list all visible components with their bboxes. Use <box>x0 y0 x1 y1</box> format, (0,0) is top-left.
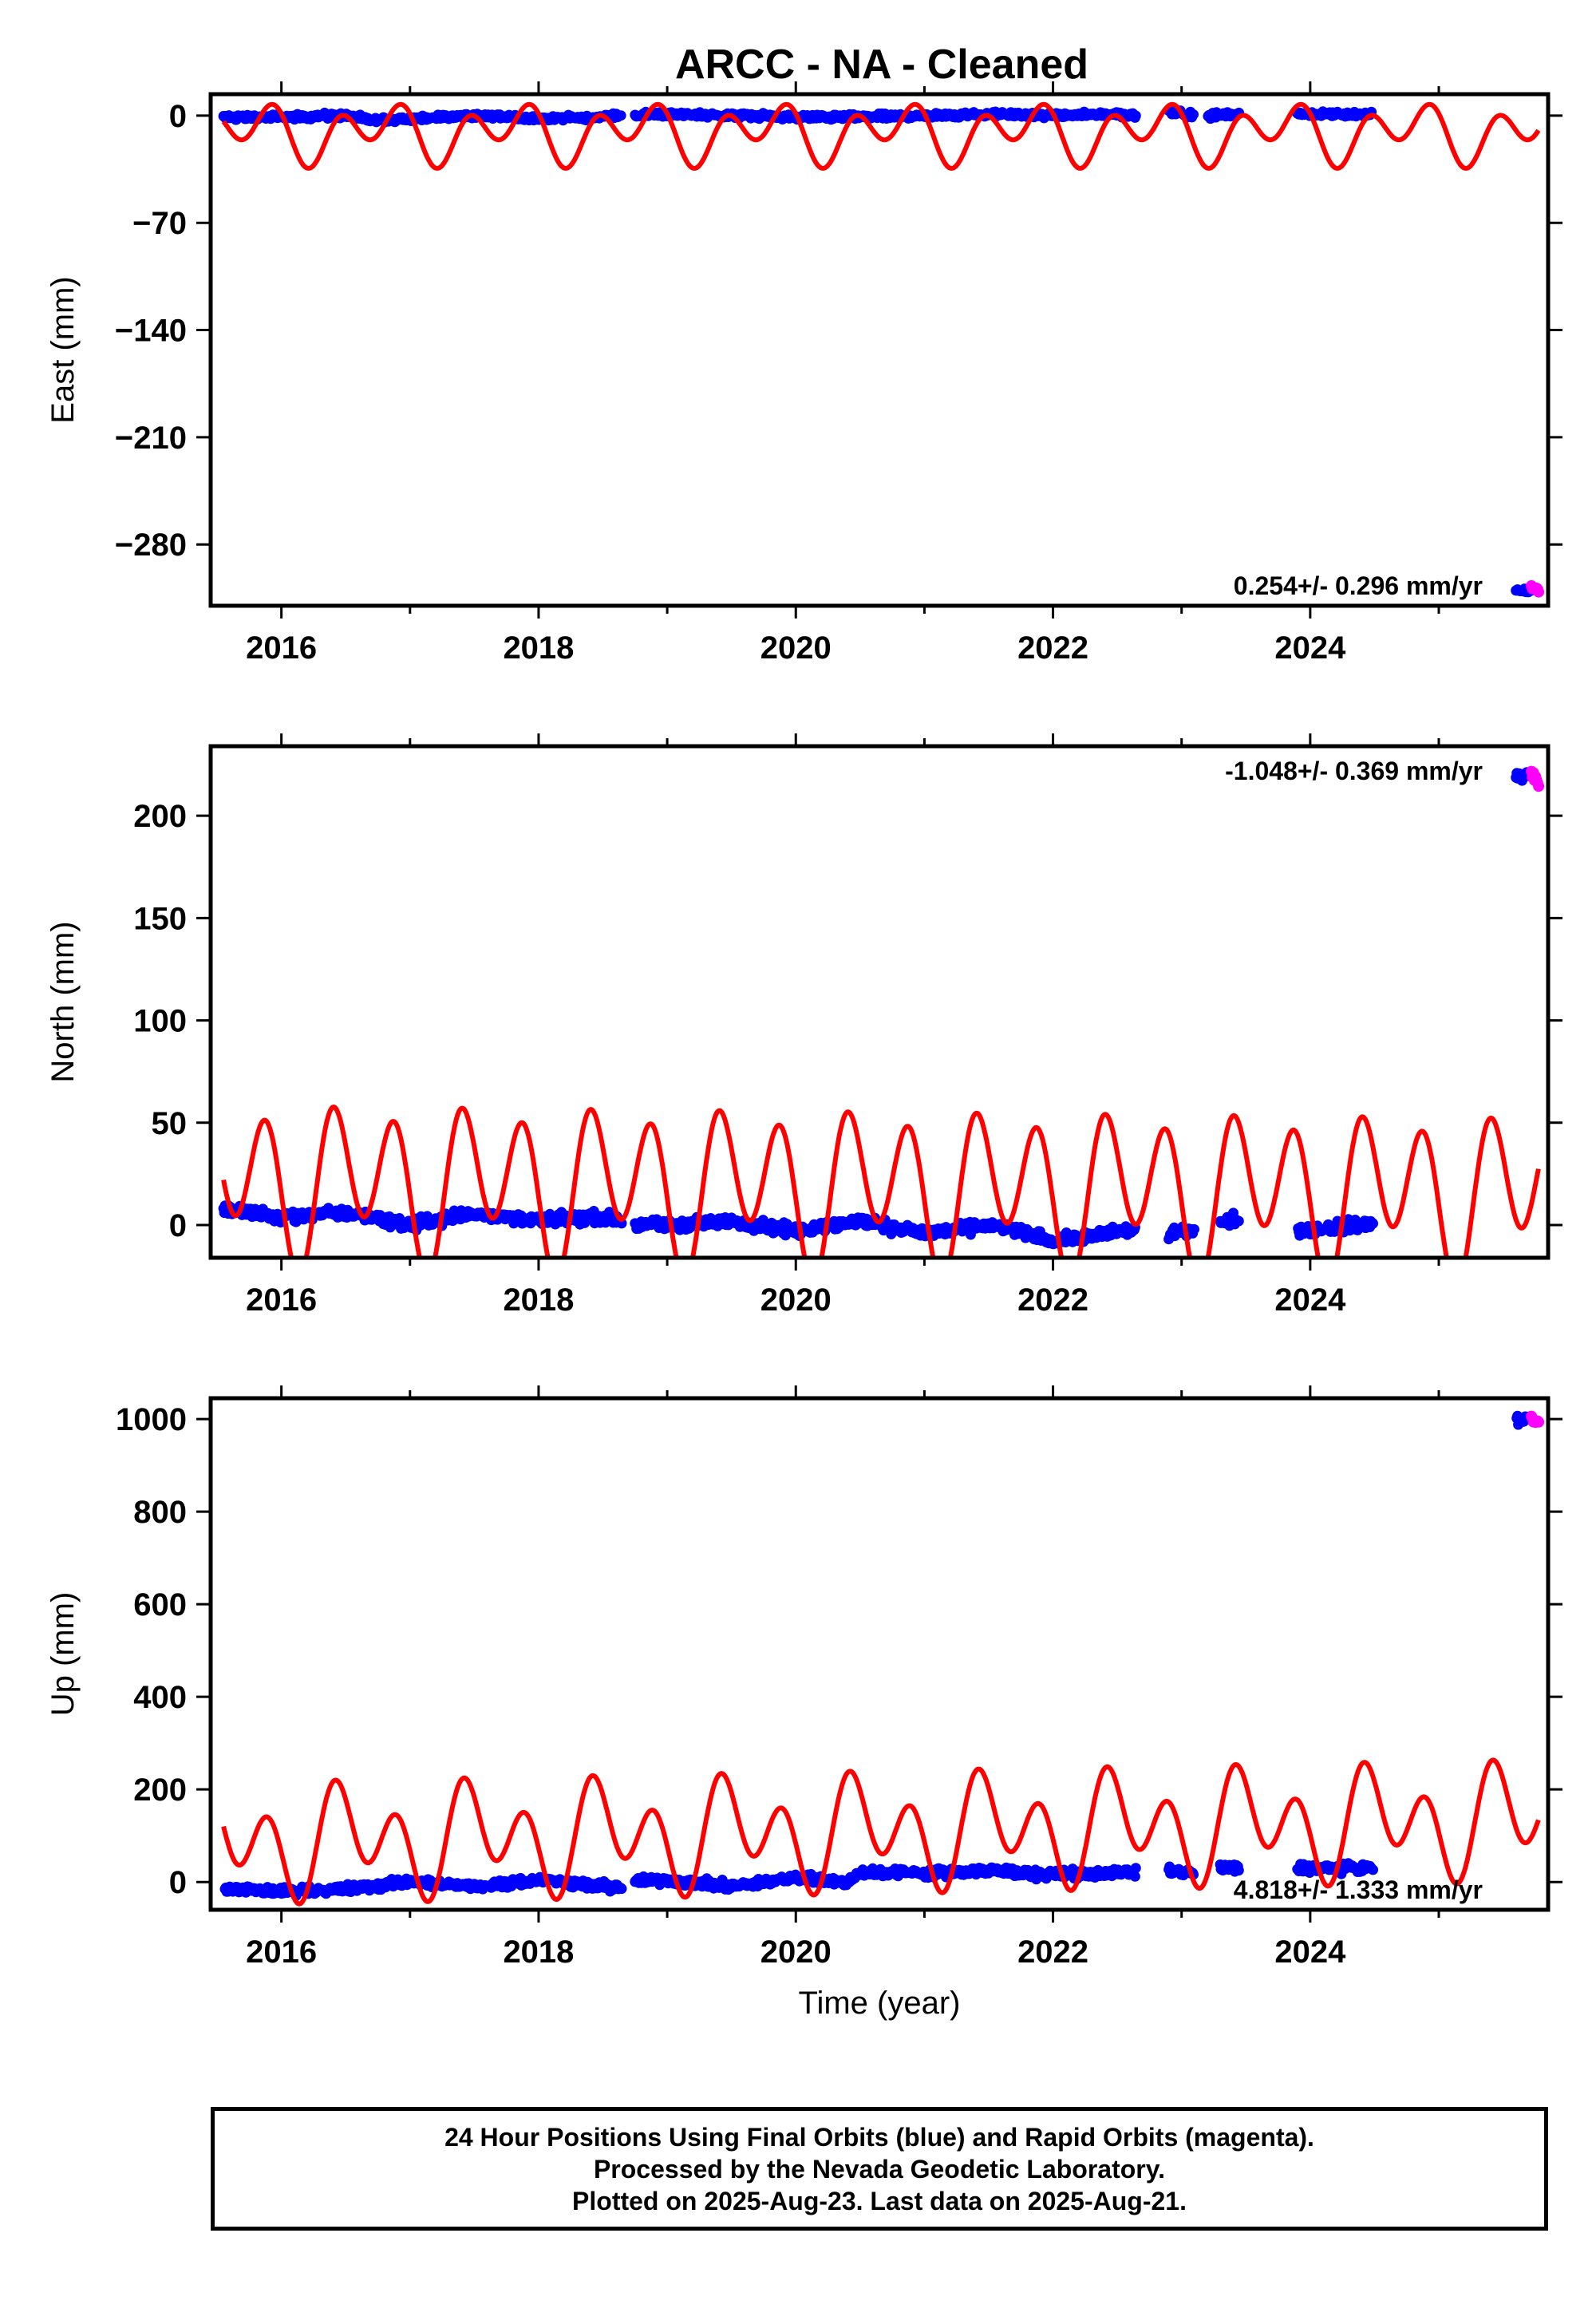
east-model-curve <box>221 101 1541 171</box>
up-xtick-label: 2016 <box>246 1935 317 1970</box>
north-frame <box>208 744 1551 1260</box>
east-ytick-label: −140 <box>115 314 187 349</box>
east-rapid-point <box>1533 586 1545 598</box>
east-ytick-label: 0 <box>169 99 187 134</box>
panel-up: 2016 2018 2020 2022 2024 0 200 400 600 800 1000 Up … <box>45 1385 1562 2021</box>
north-model-curve <box>221 1105 1541 1258</box>
east-axes: 2016 2018 2020 2022 2024 0 −70 −140 −210 −280 East… <box>45 81 1562 666</box>
up-axes: 2016 2018 2020 2022 2024 0 200 400 600 800 1000 Up … <box>45 1385 1562 2021</box>
up-rapid-points <box>1526 1410 1545 1429</box>
north-final-points <box>218 767 1536 1250</box>
east-rapid-points <box>1526 580 1545 598</box>
east-final-point <box>1188 109 1199 120</box>
up-rapid-point <box>1533 1416 1545 1428</box>
up-xtick-label: 2018 <box>503 1935 574 1970</box>
east-rate-label: 0.254+/- 0.296 mm/yr <box>1234 571 1483 600</box>
east-ytick-label: −280 <box>115 528 187 563</box>
footer-line-3: Plotted on 2025-Aug-23. Last data on 202… <box>572 2186 1187 2215</box>
up-ytick-label: 600 <box>133 1587 187 1622</box>
east-data <box>218 101 1545 598</box>
north-xtick-label: 2022 <box>1017 1282 1088 1318</box>
up-rate-label: 4.818+/- 1.333 mm/yr <box>1234 1875 1483 1904</box>
east-xtick-label: 2022 <box>1017 630 1088 666</box>
up-final-point <box>1130 1863 1141 1874</box>
footer-line-2: Processed by the Nevada Geodetic Laborat… <box>593 2154 1166 2184</box>
up-ytick-label: 1000 <box>116 1402 187 1437</box>
up-ytick-label: 400 <box>133 1680 187 1715</box>
north-xtick-label: 2024 <box>1274 1282 1346 1318</box>
up-final-points <box>219 1410 1535 1901</box>
up-ylabel: Up (mm) <box>45 1592 81 1717</box>
east-final-point <box>615 110 626 121</box>
east-xtick-label: 2020 <box>760 630 832 666</box>
up-xlabel: Time (year) <box>799 1986 961 2021</box>
up-xtick-label: 2024 <box>1274 1935 1346 1970</box>
up-ytick-label: 0 <box>169 1865 187 1900</box>
panel-north: 2016 2018 2020 2022 2024 0 50 100 150 200 North (m… <box>45 733 1562 1318</box>
east-final-points <box>218 105 1536 598</box>
up-xtick-label: 2022 <box>1017 1935 1088 1970</box>
up-model-curve <box>221 1757 1541 1907</box>
north-final-point <box>1368 1218 1378 1229</box>
panel-east: 2016 2018 2020 2022 2024 0 −70 −140 −210 −280 East… <box>45 81 1562 666</box>
up-xtick-label: 2020 <box>760 1935 832 1970</box>
up-data <box>219 1410 1545 1907</box>
east-xtick-label: 2024 <box>1274 630 1346 666</box>
east-ytick-label: −210 <box>115 421 187 456</box>
east-ylabel: East (mm) <box>45 276 81 423</box>
panels: 2016 2018 2020 2022 2024 0 −70 −140 −210 −280 East… <box>45 81 1562 2021</box>
east-frame <box>208 92 1551 608</box>
north-ylabel: North (mm) <box>45 921 81 1082</box>
north-rapid-point <box>1533 781 1545 792</box>
east-ytick-label: −70 <box>132 206 187 241</box>
north-xtick-label: 2018 <box>503 1282 574 1318</box>
north-xtick-label: 2020 <box>760 1282 832 1318</box>
up-frame <box>208 1396 1551 1912</box>
north-ytick-label: 150 <box>133 901 187 936</box>
north-xtick-label: 2016 <box>246 1282 317 1318</box>
north-ytick-label: 50 <box>152 1106 188 1141</box>
up-final-point <box>1233 1865 1244 1876</box>
east-xtick-label: 2016 <box>246 630 317 666</box>
footer-box: 24 Hour Positions Using Final Orbits (bl… <box>211 2107 1548 2231</box>
north-ytick-label: 100 <box>133 1004 187 1039</box>
north-data <box>218 765 1545 1258</box>
north-ytick-label: 0 <box>169 1208 187 1243</box>
up-ytick-label: 200 <box>133 1773 187 1808</box>
up-final-point <box>1129 1871 1140 1882</box>
north-ytick-label: 200 <box>133 799 187 834</box>
up-final-point <box>616 1883 627 1895</box>
figure-title: ARCC - NA - Cleaned <box>675 41 1088 88</box>
east-xtick-label: 2018 <box>503 630 574 666</box>
footer-line-1: 24 Hour Positions Using Final Orbits (bl… <box>444 2122 1314 2152</box>
up-final-point <box>1368 1864 1378 1875</box>
north-rate-label: -1.048+/- 0.369 mm/yr <box>1225 757 1483 785</box>
up-ytick-label: 800 <box>133 1495 187 1530</box>
north-final-point <box>1189 1223 1199 1235</box>
north-final-point <box>1233 1215 1244 1227</box>
east-final-point <box>1130 110 1141 121</box>
north-rapid-points <box>1526 765 1545 792</box>
